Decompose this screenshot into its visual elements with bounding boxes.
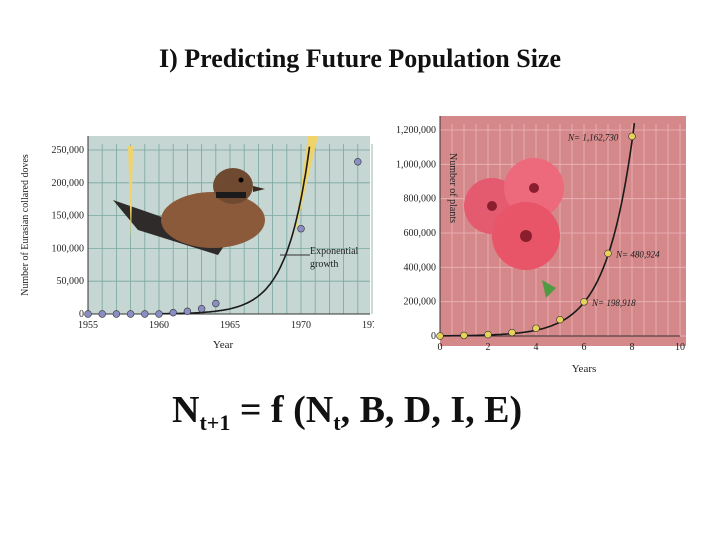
data-point (532, 324, 540, 332)
y-tick-label: 600,000 (404, 228, 437, 239)
dove-illustration (113, 136, 318, 255)
y-tick-label: 0 (431, 331, 436, 342)
plant-y-axis-label: Number of plants (447, 153, 458, 223)
dove-chart-svg: 1955 1960 1965 1970 1975 0 50,000 100,000 150,00… (18, 130, 383, 352)
data-point (460, 331, 468, 340)
data-point (141, 310, 149, 318)
dove-eye (238, 177, 244, 183)
data-point (126, 310, 135, 318)
flower-center (520, 230, 532, 242)
y-tick-label: 250,000 (52, 145, 85, 156)
plant-chart-svg: 0 2 4 6 8 10 0 200,000 400,000 600,000 800,000 1,00… (374, 108, 690, 378)
equation-middle: = f (N (230, 389, 334, 431)
y-tick-label: 1,000,000 (396, 159, 436, 170)
curve-label-line1: Exponential (310, 246, 359, 257)
data-point (98, 310, 106, 318)
dove-neck-ring (216, 192, 246, 198)
data-point (628, 132, 636, 141)
light-ray (294, 136, 318, 238)
x-tick-label: 8 (630, 342, 635, 353)
flower-illustration (464, 158, 564, 298)
data-point (112, 310, 121, 318)
data-point (354, 158, 362, 166)
point-annotation: N= 1,162,730 (567, 132, 619, 142)
y-tick-label: 50,000 (57, 276, 85, 287)
data-point (604, 249, 612, 258)
y-tick-label: 0 (79, 309, 84, 320)
dove-tick-labels: 1955 1960 1965 1970 1975 0 50,000 100,000 150,00… (52, 145, 383, 331)
x-tick-label: 1975 (362, 320, 380, 331)
y-tick-label: 400,000 (404, 262, 437, 273)
flower-center (529, 183, 539, 193)
plant-tick-labels: 0 2 4 6 8 10 0 200,000 400,000 600,000 800,000 1,00… (396, 125, 685, 353)
x-tick-label: 4 (534, 342, 539, 353)
data-point (183, 307, 192, 316)
y-tick-label: 200,000 (52, 178, 85, 189)
y-tick-label: 100,000 (52, 243, 85, 254)
x-tick-label: 0 (438, 342, 443, 353)
data-point (169, 308, 177, 317)
data-point (436, 332, 444, 340)
dove-population-chart: 1955 1960 1965 1970 1975 0 50,000 100,000 150,00… (18, 130, 383, 352)
x-tick-label: 1970 (291, 320, 311, 331)
x-tick-label: 2 (486, 342, 491, 353)
x-tick-label: 1960 (149, 320, 169, 331)
equation-tail: , B, D, I, E) (340, 389, 523, 431)
dove-data-points (84, 158, 362, 318)
plant-population-chart: 0 2 4 6 8 10 0 200,000 400,000 600,000 800,000 1,00… (374, 108, 690, 378)
data-point (556, 315, 564, 324)
x-tick-label: 10 (675, 342, 685, 353)
flower-center (487, 201, 497, 211)
data-point (212, 299, 220, 308)
data-point (484, 330, 492, 339)
dove-head (213, 168, 253, 204)
equation-mid-subscript: t (333, 410, 341, 435)
data-point (580, 298, 588, 306)
light-ray (128, 146, 133, 240)
point-annotation: N= 480,924 (615, 249, 660, 259)
dove-y-axis-label: Number of Eurasian collared doves (20, 154, 31, 296)
plant-x-axis-label: Years (572, 363, 597, 375)
dove-beak (253, 186, 265, 192)
curve-label-line2: growth (310, 259, 338, 270)
x-tick-label: 1955 (78, 320, 98, 331)
x-tick-label: 1965 (220, 320, 240, 331)
y-tick-label: 1,200,000 (396, 125, 436, 136)
dove-body (161, 192, 265, 248)
plant-annotations: N= 1,162,730 N= 480,924 N= 198,918 (567, 132, 660, 307)
plant-data-points (436, 132, 636, 340)
plant-gridlines (439, 124, 686, 337)
equation-lhs-var: N (172, 389, 200, 431)
dove-exponential-curve (159, 146, 311, 315)
y-tick-label: 200,000 (404, 297, 437, 308)
data-point (84, 310, 92, 318)
data-point (508, 328, 516, 337)
data-point (297, 225, 305, 233)
x-tick-label: 6 (582, 342, 587, 353)
plant-plot-area (440, 116, 686, 346)
dove-x-axis-label: Year (213, 339, 234, 351)
slide-title: I) Predicting Future Population Size (158, 44, 562, 73)
data-point (197, 305, 206, 313)
data-point (155, 310, 163, 318)
flower-leaf (542, 280, 556, 298)
equation-lhs-subscript: t+1 (199, 410, 231, 435)
point-annotation: N= 198,918 (591, 298, 636, 308)
y-tick-label: 800,000 (404, 194, 437, 205)
y-tick-label: 150,000 (52, 211, 85, 222)
population-equation: Nt+1 = f (Nt, B, D, I, E) (172, 388, 522, 436)
dove-axes (87, 136, 370, 315)
